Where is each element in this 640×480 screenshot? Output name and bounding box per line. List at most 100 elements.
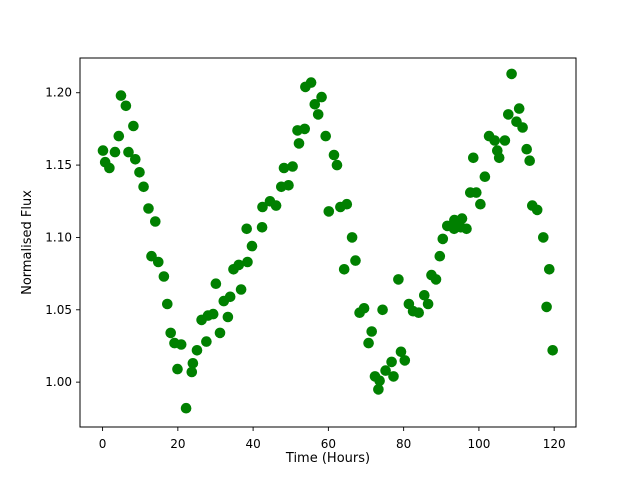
data-point (413, 307, 425, 319)
data-point (113, 130, 125, 142)
data-point (328, 149, 340, 161)
data-point (305, 77, 317, 88)
data-point (109, 146, 121, 158)
data-point (350, 255, 361, 266)
data-point (138, 181, 149, 193)
data-point (320, 130, 332, 142)
data-point (153, 256, 164, 268)
data-point (461, 223, 472, 235)
x-tick-label: 20 (170, 437, 185, 451)
data-point (493, 152, 505, 164)
data-point (475, 198, 486, 210)
data-point (130, 154, 141, 165)
data-point (380, 365, 391, 376)
data-point (430, 274, 442, 285)
data-point (270, 200, 282, 211)
data-point (456, 213, 468, 224)
data-point (388, 371, 399, 382)
data-point (299, 123, 311, 135)
data-point (395, 346, 407, 358)
data-point (531, 204, 543, 216)
data-point (513, 103, 525, 114)
x-axis-ticks: 0 20 40 60 80 100 120 (99, 427, 566, 451)
data-point (503, 109, 514, 120)
data-point (287, 161, 298, 172)
data-point (283, 180, 294, 191)
y-axis-label: Normalised Flux (20, 190, 35, 295)
data-point (524, 155, 535, 166)
data-points (97, 68, 558, 414)
data-point (366, 326, 378, 337)
data-point (278, 162, 290, 174)
data-point (256, 222, 268, 233)
data-point (434, 250, 446, 262)
data-point (393, 274, 404, 285)
y-tick-label: 1.15 (45, 158, 72, 172)
data-point (257, 201, 268, 213)
y-tick-label: 1.00 (45, 375, 72, 389)
data-point (506, 68, 517, 80)
data-point (158, 271, 170, 282)
data-point (165, 327, 176, 339)
data-point (544, 264, 555, 275)
data-point (104, 162, 115, 174)
data-point (241, 223, 252, 235)
data-point (374, 375, 385, 387)
data-point (346, 232, 358, 243)
data-point (235, 284, 247, 295)
data-point (341, 198, 353, 210)
x-tick-label: 0 (99, 437, 107, 451)
data-point (175, 339, 187, 350)
data-point (358, 303, 370, 314)
data-point (222, 311, 234, 323)
data-point (233, 259, 245, 271)
data-point (120, 100, 132, 112)
x-tick-label: 80 (396, 437, 411, 451)
data-point (489, 135, 501, 146)
data-point (201, 336, 212, 347)
data-point (210, 278, 222, 290)
data-point (214, 327, 226, 339)
data-point (538, 232, 549, 243)
data-point (316, 91, 327, 103)
data-point (242, 256, 253, 268)
data-point (293, 138, 305, 149)
data-point (143, 203, 154, 214)
data-point (373, 384, 384, 395)
data-point (471, 187, 482, 198)
data-point (437, 233, 449, 245)
data-point (363, 337, 374, 349)
data-point (377, 304, 388, 316)
data-point (399, 355, 411, 366)
data-point (312, 109, 324, 120)
x-tick-label: 120 (543, 437, 566, 451)
y-tick-label: 1.20 (45, 86, 72, 100)
data-point (386, 356, 397, 368)
data-point (468, 152, 479, 164)
data-point (191, 345, 203, 356)
y-tick-label: 1.10 (45, 230, 72, 244)
data-point (172, 363, 183, 375)
y-tick-label: 1.05 (45, 303, 72, 317)
data-point (224, 291, 236, 303)
x-tick-label: 60 (321, 437, 336, 451)
data-point (207, 308, 219, 320)
data-point (150, 216, 161, 227)
data-point (323, 206, 335, 217)
data-point (123, 146, 134, 158)
data-point (422, 298, 434, 310)
x-tick-label: 40 (245, 437, 260, 451)
data-point (517, 122, 528, 133)
data-point (479, 171, 491, 182)
data-point (180, 402, 192, 414)
y-axis-ticks: 1.00 1.05 1.10 1.15 1.20 (45, 86, 80, 389)
data-point (521, 143, 532, 155)
data-point (338, 264, 350, 275)
x-tick-label: 100 (467, 437, 490, 451)
data-point (134, 167, 145, 178)
data-point (419, 290, 430, 301)
axes-frame (79, 57, 577, 428)
data-point (97, 145, 109, 156)
